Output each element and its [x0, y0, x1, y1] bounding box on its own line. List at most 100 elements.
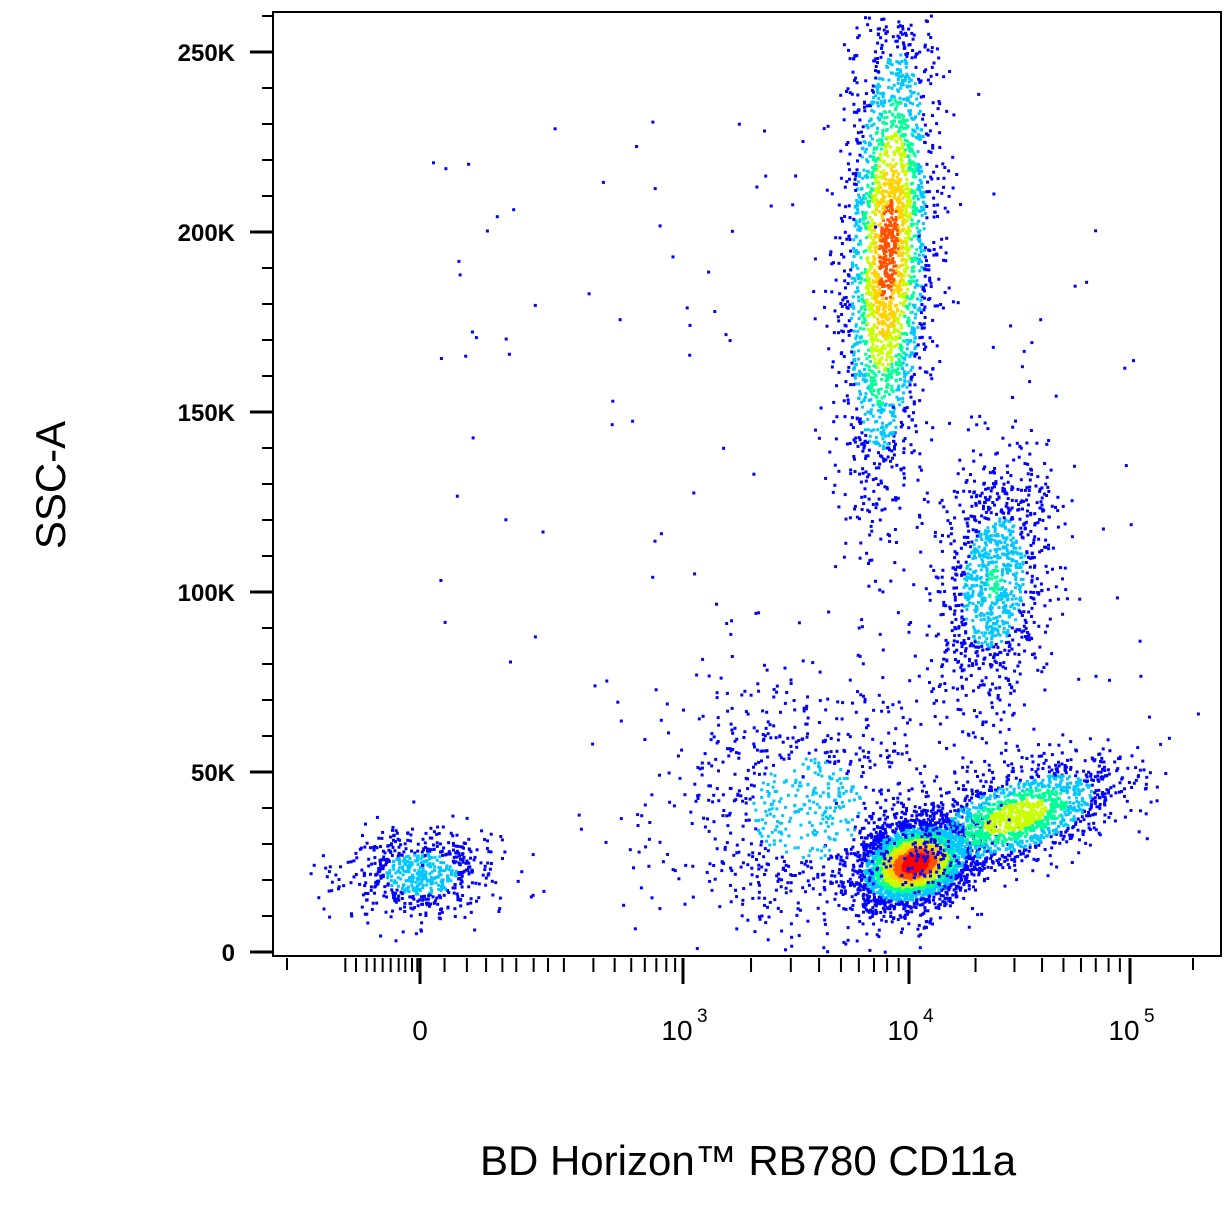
event-dot: [863, 109, 866, 112]
event-dot: [382, 850, 385, 853]
event-dot: [877, 390, 880, 393]
event-dot: [889, 422, 892, 425]
event-dot: [1064, 522, 1067, 525]
event-dot: [866, 509, 869, 512]
event-dot: [930, 690, 933, 693]
event-dot: [1007, 497, 1010, 500]
event-dot: [1045, 443, 1048, 446]
event-dot: [870, 118, 873, 121]
event-dot: [1024, 489, 1027, 492]
event-dot: [1013, 689, 1016, 692]
event-dot: [409, 857, 412, 860]
event-dot: [913, 355, 916, 358]
event-dot: [1008, 704, 1011, 707]
event-dot: [1061, 613, 1064, 616]
event-dot: [974, 610, 977, 613]
event-dot: [969, 577, 972, 580]
event-dot: [374, 874, 377, 877]
event-dot: [909, 230, 912, 233]
event-dot: [895, 541, 898, 544]
event-dot: [1001, 586, 1004, 589]
event-dot: [983, 760, 986, 763]
event-dot: [932, 101, 935, 104]
event-dot: [873, 295, 876, 298]
event-dot: [1003, 483, 1006, 486]
event-dot: [433, 877, 436, 880]
event-dot: [1011, 499, 1014, 502]
event-dot: [1022, 500, 1025, 503]
event-dot: [1011, 558, 1014, 561]
event-dot: [930, 50, 933, 53]
event-dot: [871, 520, 874, 523]
event-dot: [891, 95, 894, 98]
event-dot: [854, 437, 857, 440]
event-dot: [869, 435, 872, 438]
event-dot: [910, 276, 913, 279]
event-dot: [910, 396, 913, 399]
event-dot: [342, 884, 345, 887]
event-dot: [871, 101, 874, 104]
event-dot: [1052, 547, 1055, 550]
event-dot: [886, 355, 889, 358]
event-dot: [1028, 638, 1031, 641]
event-dot: [897, 243, 900, 246]
event-dot: [899, 87, 902, 90]
event-dot: [924, 46, 927, 49]
event-dot: [885, 153, 888, 156]
event-dot: [1023, 523, 1026, 526]
event-dot: [854, 178, 857, 181]
event-dot: [1019, 527, 1022, 530]
event-dot: [392, 864, 395, 867]
event-dot: [870, 408, 873, 411]
event-dot: [890, 359, 893, 362]
event-dot: [399, 843, 402, 846]
event-dot: [955, 173, 958, 176]
event-dot: [872, 223, 875, 226]
event-dot: [384, 891, 387, 894]
event-dot: [877, 165, 880, 168]
event-dot: [983, 583, 986, 586]
event-dot: [847, 162, 850, 165]
event-dot: [1051, 568, 1054, 571]
event-dot: [897, 272, 900, 275]
event-dots: [310, 15, 1200, 954]
event-dot: [422, 884, 425, 887]
event-dot: [892, 290, 895, 293]
event-dot: [920, 311, 923, 314]
event-dot: [891, 178, 894, 181]
event-dot: [902, 439, 905, 442]
event-dot: [1008, 509, 1011, 512]
event-dot: [981, 492, 984, 495]
event-dot: [985, 637, 988, 640]
event-dot: [897, 398, 900, 401]
event-dot: [890, 104, 893, 107]
event-dot: [1045, 527, 1048, 530]
event-dot: [484, 865, 487, 868]
event-dot: [964, 518, 967, 521]
event-dot: [467, 862, 470, 865]
event-dot: [931, 340, 934, 343]
event-dot: [929, 373, 932, 376]
event-dot: [412, 895, 415, 898]
event-dot: [1016, 665, 1019, 668]
event-dot: [991, 587, 994, 590]
event-dot: [1014, 597, 1017, 600]
event-dot: [1003, 711, 1006, 714]
event-dot: [957, 627, 960, 630]
event-dot: [894, 317, 897, 320]
event-dot: [971, 584, 974, 587]
event-dot: [869, 250, 872, 253]
event-dot: [532, 853, 535, 856]
event-dot: [910, 24, 913, 27]
event-dot: [987, 498, 990, 501]
event-dot: [918, 356, 921, 359]
event-dot: [390, 879, 393, 882]
event-dot: [394, 840, 397, 843]
event-dot: [895, 379, 898, 382]
event-dot: [941, 499, 944, 502]
event-dot: [374, 862, 377, 865]
event-dot: [863, 106, 866, 109]
event-dot: [1036, 577, 1039, 580]
event-dot: [1009, 692, 1012, 695]
event-dot: [903, 44, 906, 47]
